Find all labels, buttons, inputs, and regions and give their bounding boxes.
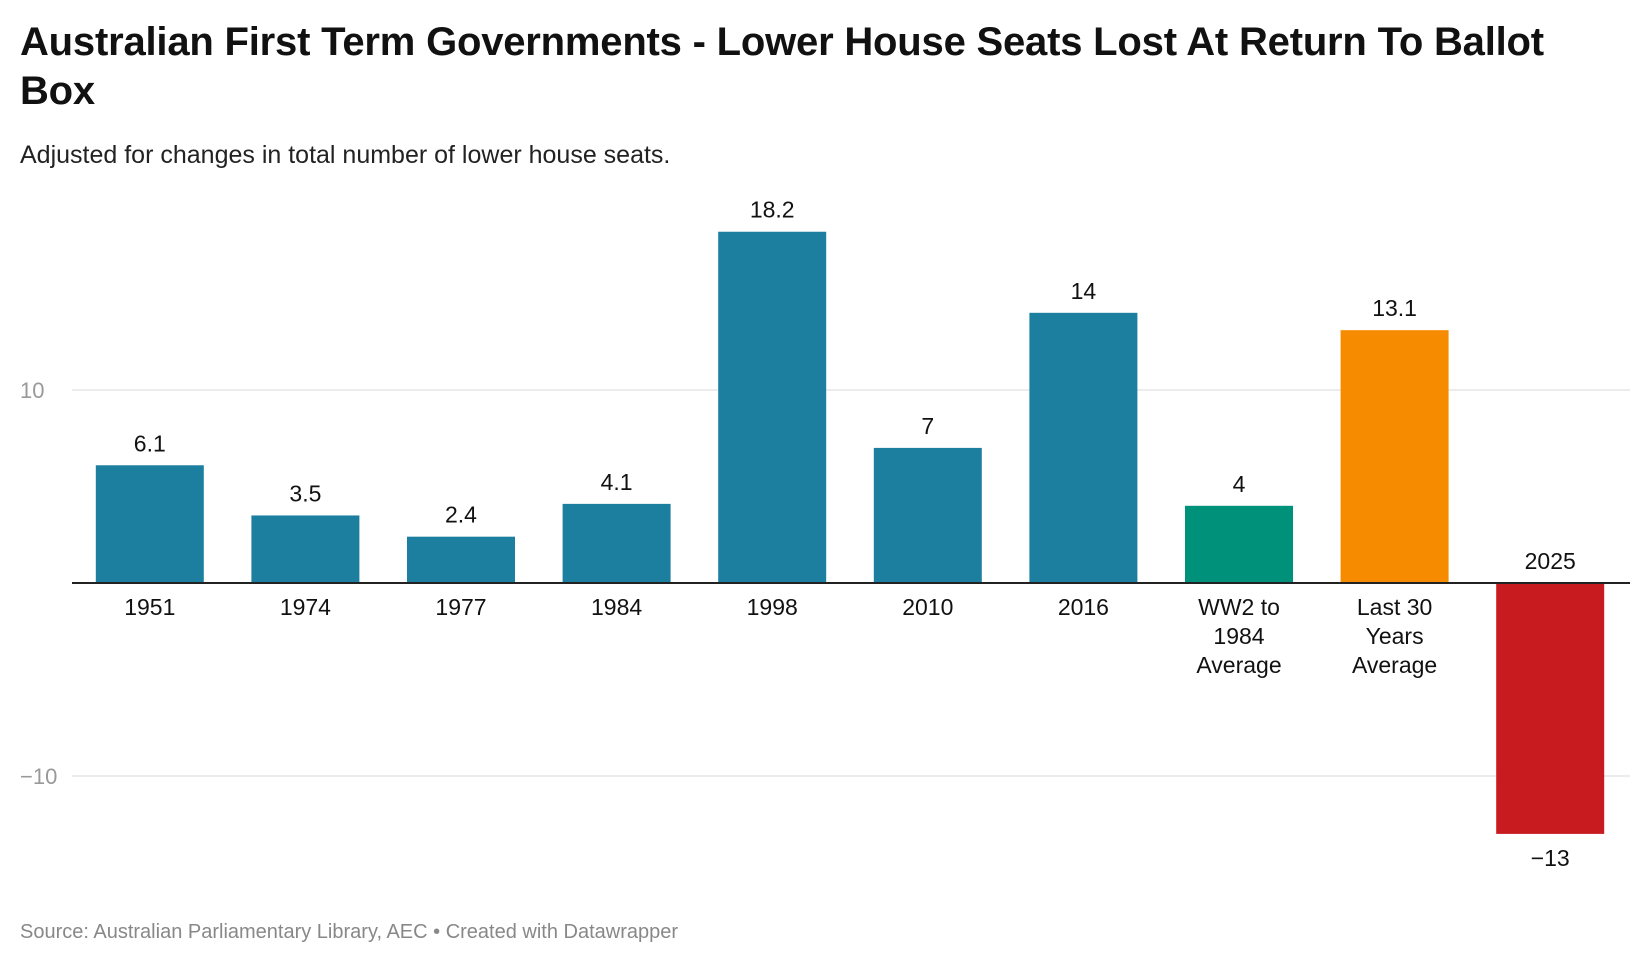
value-label-8: 13.1 bbox=[1372, 295, 1417, 321]
value-label-0: 6.1 bbox=[134, 430, 166, 456]
category-label-7-0: WW2 to bbox=[1198, 594, 1280, 620]
category-label-0: 1951 bbox=[124, 594, 175, 620]
bar-9 bbox=[1496, 583, 1605, 834]
chart-title: Australian First Term Governments - Lowe… bbox=[20, 20, 1544, 113]
bar-5 bbox=[873, 447, 982, 583]
category-label-8-0: Last 30 bbox=[1357, 594, 1432, 620]
chart-subtitle: Adjusted for changes in total number of … bbox=[20, 141, 671, 169]
category-label-9: 2025 bbox=[1525, 548, 1576, 574]
value-label-7: 4 bbox=[1233, 471, 1246, 497]
bar-3 bbox=[562, 503, 671, 583]
bar-0 bbox=[95, 465, 204, 583]
bar-6 bbox=[1029, 312, 1138, 583]
value-label-4: 18.2 bbox=[750, 197, 795, 223]
value-label-6: 14 bbox=[1071, 278, 1097, 304]
bar-4 bbox=[718, 231, 827, 584]
category-label-6: 2016 bbox=[1058, 594, 1109, 620]
category-label-5: 2010 bbox=[902, 594, 953, 620]
value-label-9: −13 bbox=[1531, 845, 1570, 871]
y-tick-label-1: −10 bbox=[20, 764, 57, 789]
value-label-5: 7 bbox=[921, 413, 934, 439]
category-label-7-1: 1984 bbox=[1213, 623, 1264, 649]
category-label-2: 1977 bbox=[435, 594, 486, 620]
value-label-3: 4.1 bbox=[601, 469, 633, 495]
bar-1 bbox=[251, 515, 360, 583]
category-label-8-1: Years bbox=[1366, 623, 1424, 649]
category-label-3: 1984 bbox=[591, 594, 642, 620]
y-tick-label-0: 10 bbox=[20, 378, 44, 403]
bar-2 bbox=[407, 536, 515, 583]
category-label-8-2: Average bbox=[1352, 652, 1437, 678]
bar-7 bbox=[1185, 505, 1293, 583]
category-label-1: 1974 bbox=[280, 594, 331, 620]
category-label-4: 1998 bbox=[747, 594, 798, 620]
bar-8 bbox=[1340, 330, 1449, 583]
value-label-1: 3.5 bbox=[289, 480, 321, 506]
value-label-2: 2.4 bbox=[445, 502, 477, 528]
source-footer: Source: Australian Parliamentary Library… bbox=[20, 921, 679, 943]
category-label-7-2: Average bbox=[1196, 652, 1281, 678]
